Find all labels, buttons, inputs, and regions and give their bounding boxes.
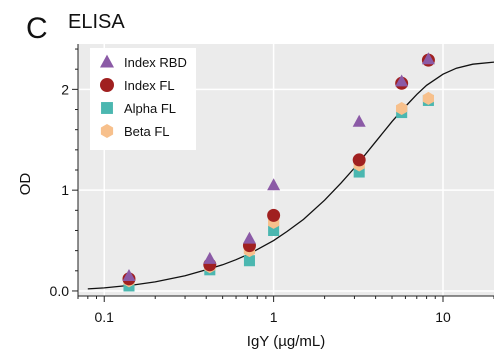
legend-label: Index RBD — [124, 55, 187, 70]
panel-letter: C — [26, 12, 48, 45]
y-tick-label: 1 — [61, 182, 69, 198]
data-point-triangle — [267, 178, 281, 191]
legend-marker-circle — [100, 78, 114, 92]
panel-title: ELISA — [68, 11, 125, 33]
data-point-triangle — [242, 231, 256, 244]
x-tick-label: 10 — [435, 309, 451, 325]
data-point-triangle — [421, 52, 435, 65]
x-axis-ticks: 0.1 1 10 — [77, 296, 494, 325]
x-tick-label: 1 — [270, 309, 278, 325]
legend-label: Alpha FL — [124, 101, 176, 116]
y-axis-ticks: 0.0 1 2 — [50, 48, 78, 299]
legend: Index RBD Index FL Alpha FL Beta FL — [90, 48, 196, 150]
data-point-square — [268, 224, 280, 237]
data-point-triangle — [122, 269, 136, 281]
data-point-triangle — [352, 114, 366, 127]
y-tick-label: 0.0 — [50, 283, 70, 299]
x-tick-label: 0.1 — [95, 309, 115, 325]
y-tick-label: 2 — [61, 81, 69, 97]
fit-curve — [87, 61, 494, 290]
fit-curve-group — [87, 61, 494, 290]
data-point-triangle — [203, 251, 217, 264]
legend-marker-square — [101, 102, 113, 114]
data-point-square — [353, 166, 365, 178]
data-point-hexagon — [422, 91, 434, 105]
legend-label: Index FL — [124, 78, 175, 93]
data-point-triangle — [395, 74, 409, 87]
y-axis-label: OD — [17, 173, 34, 196]
data-point-circle — [267, 208, 281, 222]
data-point-hexagon — [396, 102, 408, 115]
legend-marker-triangle — [100, 54, 114, 68]
data-points — [122, 52, 435, 292]
legend-label: Beta FL — [124, 124, 170, 139]
data-point-circle — [352, 153, 366, 167]
x-axis-label: IgY (µg/mL) — [247, 333, 325, 350]
data-point-square — [243, 255, 255, 267]
legend-marker-hexagon — [100, 124, 114, 138]
